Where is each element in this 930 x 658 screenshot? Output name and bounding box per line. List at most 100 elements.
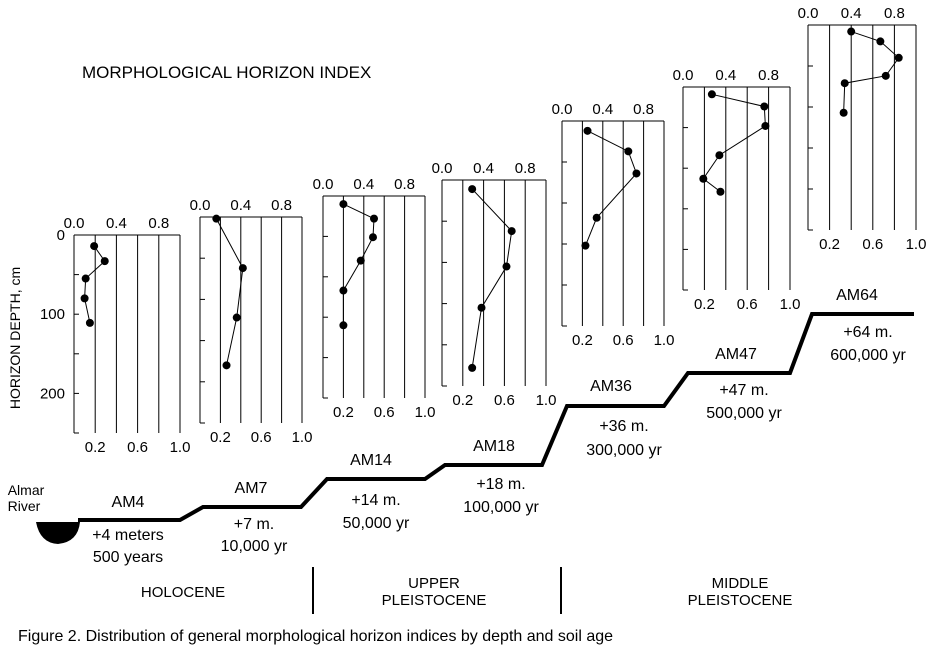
y-tick-label: 100 bbox=[40, 306, 65, 323]
age-label: 50,000 yr bbox=[343, 515, 410, 532]
data-point bbox=[222, 361, 231, 370]
x-top-tick-label: 0.8 bbox=[148, 215, 169, 232]
epoch-label: MIDDLE bbox=[712, 575, 769, 592]
x-bottom-tick-label: 1.0 bbox=[780, 296, 801, 313]
data-point bbox=[624, 147, 633, 156]
panel-am4: 0.0 0.4 0.8 0.2 0.6 1.0 AM4 +4 meters 500 years bbox=[64, 215, 191, 566]
x-bottom-tick-label: 0.6 bbox=[494, 392, 515, 409]
series-line bbox=[342, 203, 375, 326]
data-point bbox=[761, 121, 770, 130]
data-point bbox=[847, 27, 856, 36]
data-point bbox=[370, 214, 378, 223]
data-point bbox=[339, 286, 348, 295]
x-top-tick-label: 0.8 bbox=[271, 197, 292, 214]
site-label: AM47 bbox=[715, 346, 757, 363]
river-label: River bbox=[8, 498, 41, 514]
x-top-tick-label: 0.8 bbox=[515, 160, 536, 177]
data-point bbox=[707, 90, 716, 99]
x-bottom-tick-label: 0.2 bbox=[819, 236, 840, 253]
x-top-tick-label: 0.0 bbox=[552, 101, 573, 118]
x-bottom-tick-label: 1.0 bbox=[415, 404, 436, 421]
elevation-label: +18 m. bbox=[476, 476, 525, 493]
age-label: 10,000 yr bbox=[221, 538, 288, 555]
elevation-label: +14 m. bbox=[351, 492, 400, 509]
data-point bbox=[581, 241, 590, 250]
elevation-label: +64 m. bbox=[843, 324, 892, 341]
epoch-label: PLEISTOCENE bbox=[688, 592, 793, 609]
data-point bbox=[716, 187, 725, 196]
data-point bbox=[238, 264, 247, 273]
x-top-tick-label: 0.4 bbox=[715, 67, 736, 84]
x-top-tick-label: 0.0 bbox=[798, 5, 819, 22]
x-bottom-tick-label: 1.0 bbox=[654, 332, 675, 349]
x-bottom-tick-label: 1.0 bbox=[536, 392, 557, 409]
panel-am14: 0.0 0.4 0.8 0.2 0.6 1.0 AM14 +14 m. 50,000 yr bbox=[313, 176, 436, 532]
x-top-tick-label: 0.4 bbox=[841, 5, 862, 22]
x-top-tick-label: 0.4 bbox=[353, 176, 374, 193]
data-point bbox=[839, 108, 848, 117]
data-point bbox=[632, 169, 641, 178]
elevation-label: +47 m. bbox=[719, 382, 768, 399]
x-top-tick-label: 0.0 bbox=[190, 197, 211, 214]
data-point bbox=[339, 321, 348, 330]
data-point bbox=[85, 318, 94, 327]
x-bottom-tick-label: 0.6 bbox=[374, 404, 395, 421]
x-top-tick-label: 0.0 bbox=[673, 67, 694, 84]
x-top-tick-label: 0.0 bbox=[64, 215, 85, 232]
river-channel bbox=[36, 522, 80, 544]
x-top-tick-label: 0.4 bbox=[473, 160, 494, 177]
x-bottom-tick-label: 1.0 bbox=[292, 429, 313, 446]
data-point bbox=[881, 71, 890, 80]
y-tick-label: 200 bbox=[40, 385, 65, 402]
site-label: AM14 bbox=[350, 452, 392, 469]
data-point bbox=[592, 213, 601, 222]
x-bottom-tick-label: 0.2 bbox=[694, 296, 715, 313]
data-point bbox=[583, 126, 592, 135]
chart-title: MORPHOLOGICAL HORIZON INDEX bbox=[82, 63, 371, 82]
x-top-tick-label: 0.4 bbox=[230, 197, 251, 214]
x-bottom-tick-label: 0.6 bbox=[737, 296, 758, 313]
data-point bbox=[840, 79, 849, 88]
x-top-tick-label: 0.8 bbox=[394, 176, 415, 193]
site-label: AM64 bbox=[836, 287, 878, 304]
epoch-label: UPPER bbox=[408, 575, 460, 592]
data-point bbox=[699, 174, 708, 183]
age-label: 500 years bbox=[93, 549, 163, 566]
x-top-tick-label: 0.8 bbox=[758, 67, 779, 84]
terrace-profile bbox=[78, 312, 914, 522]
site-label: AM36 bbox=[590, 378, 632, 395]
x-bottom-tick-label: 0.2 bbox=[210, 429, 231, 446]
y-tick-label: 0 bbox=[57, 227, 65, 244]
data-point bbox=[100, 257, 109, 266]
panel-am47: 0.0 0.4 0.8 0.2 0.6 1.0 AM47 +47 m. 500,000 yr bbox=[673, 67, 801, 422]
data-point bbox=[80, 294, 89, 303]
data-point bbox=[356, 256, 365, 265]
x-bottom-tick-label: 1.0 bbox=[170, 439, 191, 456]
x-bottom-tick-label: 0.2 bbox=[333, 404, 354, 421]
epoch-label: HOLOCENE bbox=[141, 584, 225, 601]
x-top-tick-label: 0.4 bbox=[106, 215, 127, 232]
data-point bbox=[339, 200, 348, 209]
site-label: AM7 bbox=[235, 480, 268, 497]
data-point bbox=[502, 262, 511, 271]
x-top-tick-label: 0.8 bbox=[633, 101, 654, 118]
epoch-label: PLEISTOCENE bbox=[382, 592, 487, 609]
elevation-label: +36 m. bbox=[599, 418, 648, 435]
panel-am64: 0.0 0.4 0.8 0.2 0.6 1.0 AM64 +64 m. 600,000 yr bbox=[798, 5, 927, 364]
data-point bbox=[507, 227, 516, 236]
x-bottom-tick-label: 0.6 bbox=[127, 439, 148, 456]
data-point bbox=[468, 363, 477, 372]
series-line bbox=[84, 245, 106, 324]
x-top-tick-label: 0.4 bbox=[592, 101, 613, 118]
x-bottom-tick-label: 0.6 bbox=[251, 429, 272, 446]
data-point bbox=[760, 102, 769, 111]
x-bottom-tick-label: 0.2 bbox=[452, 392, 473, 409]
x-bottom-tick-label: 0.6 bbox=[613, 332, 634, 349]
x-top-tick-label: 0.8 bbox=[884, 5, 905, 22]
x-top-tick-label: 0.0 bbox=[313, 176, 334, 193]
data-point bbox=[232, 313, 241, 322]
data-point bbox=[212, 214, 221, 223]
x-bottom-tick-label: 0.2 bbox=[572, 332, 593, 349]
